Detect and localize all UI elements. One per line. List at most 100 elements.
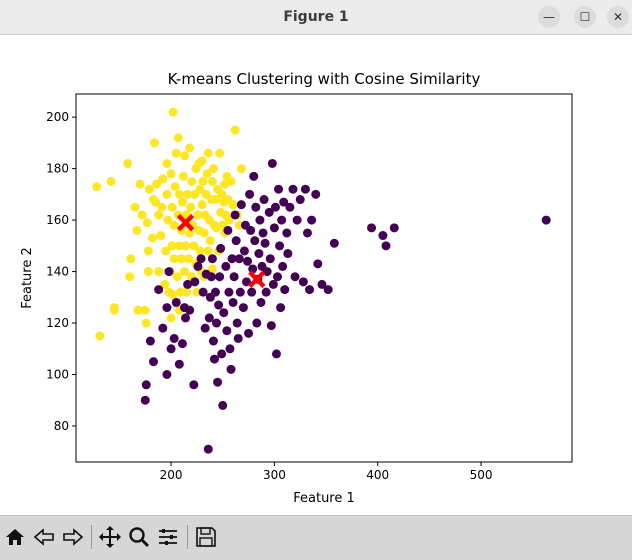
forward-icon[interactable]: [60, 523, 86, 551]
cluster-0-point: [323, 285, 333, 295]
cluster-1-point: [177, 197, 187, 207]
home-icon[interactable]: [2, 523, 28, 551]
cluster-1-point: [203, 148, 213, 158]
cluster-1-point: [174, 241, 184, 251]
cluster-0-point: [204, 313, 214, 323]
cluster-1-point: [192, 287, 202, 297]
cluster-1-point: [143, 267, 153, 277]
scatter-points: [92, 107, 551, 454]
cluster-0-point: [248, 264, 258, 274]
window-title: Figure 1: [283, 9, 349, 25]
cluster-1-point: [230, 125, 240, 135]
cluster-0-point: [381, 241, 391, 251]
y-tick-label: 180: [46, 162, 69, 176]
configure-subplots-icon[interactable]: [155, 523, 181, 551]
cluster-0-point: [283, 249, 293, 259]
cluster-0-point: [185, 305, 195, 315]
cluster-0-point: [181, 313, 191, 323]
cluster-1-point: [160, 279, 170, 289]
cluster-1-point: [133, 305, 143, 315]
cluster-0-point: [162, 370, 172, 380]
cluster-0-point: [231, 236, 241, 246]
cluster-0-point: [260, 238, 270, 248]
centroid-markers: [176, 213, 266, 288]
cluster-0-point: [276, 303, 286, 313]
cluster-1-point: [195, 184, 205, 194]
cluster-0-point: [145, 336, 155, 346]
centroid-marker: [248, 270, 266, 288]
cluster-0-point: [264, 207, 274, 217]
y-tick-label: 140: [46, 265, 69, 279]
cluster-0-point: [265, 254, 275, 264]
cluster-0-point: [238, 303, 248, 313]
cluster-1-point: [193, 210, 203, 220]
pan-icon[interactable]: [97, 523, 123, 551]
cluster-1-point: [199, 228, 209, 238]
cluster-1-point: [185, 228, 195, 238]
cluster-1-point: [202, 169, 212, 179]
cluster-0-point: [214, 300, 224, 310]
minimize-icon[interactable]: —: [538, 6, 560, 28]
cluster-0-point: [311, 189, 321, 199]
cluster-1-point: [182, 287, 192, 297]
cluster-0-point: [149, 357, 158, 367]
cluster-1-point: [224, 215, 234, 225]
cluster-0-point: [541, 215, 551, 225]
cluster-1-point: [162, 189, 172, 199]
cluster-0-point: [275, 241, 285, 251]
cluster-1-point: [169, 254, 179, 264]
cluster-0-point: [269, 223, 279, 233]
cluster-1-point: [217, 189, 227, 199]
cluster-0-point: [242, 277, 251, 287]
cluster-1-point: [158, 174, 168, 184]
cluster-1-point: [176, 254, 186, 264]
cluster-1-point: [141, 318, 151, 328]
close-icon[interactable]: ✕: [607, 6, 629, 28]
toolbar-separator: [91, 525, 92, 549]
y-tick-label: 100: [46, 368, 69, 382]
cluster-0-point: [317, 279, 327, 289]
cluster-1-point: [228, 200, 238, 210]
cluster-1-point: [180, 151, 189, 161]
cluster-1-point: [187, 176, 197, 186]
cluster-1-point: [144, 184, 154, 194]
cluster-0-point: [278, 261, 288, 271]
x-tick-label: 200: [160, 468, 183, 482]
cluster-0-point: [193, 261, 203, 271]
scatter-chart: K-means Clustering with Cosine Similarit…: [20, 70, 573, 506]
maximize-icon[interactable]: ☐: [574, 6, 596, 28]
cluster-1-point: [170, 182, 180, 192]
cluster-0-point: [209, 354, 219, 364]
cluster-0-point: [258, 228, 268, 238]
cluster-1-point: [109, 305, 119, 315]
cluster-0-point: [219, 308, 229, 318]
cluster-0-point: [256, 297, 266, 307]
cluster-1-point: [234, 220, 244, 230]
cluster-0-point: [221, 261, 231, 271]
save-icon[interactable]: [193, 523, 219, 551]
cluster-0-point: [285, 202, 295, 212]
zoom-icon[interactable]: [126, 523, 152, 551]
cluster-1-point: [178, 171, 188, 181]
centroid-marker: [176, 213, 195, 232]
cluster-0-point: [267, 158, 277, 168]
cluster-0-point: [198, 287, 208, 297]
cluster-0-point: [169, 333, 179, 343]
y-tick-label: 120: [46, 316, 69, 330]
window-titlebar: Figure 1 — ☐ ✕: [0, 0, 632, 35]
cluster-0-point: [247, 287, 257, 297]
cluster-1-point: [161, 246, 171, 256]
cluster-1-point: [162, 158, 172, 168]
cluster-0-point: [274, 184, 284, 194]
cluster-0-point: [171, 297, 181, 307]
cluster-1-point: [157, 202, 167, 212]
cluster-0-point: [261, 287, 271, 297]
cluster-1-point: [186, 202, 196, 212]
cluster-0-point: [174, 359, 184, 369]
cluster-0-point: [295, 195, 305, 205]
back-icon[interactable]: [31, 523, 57, 551]
cluster-1-point: [92, 182, 102, 192]
cluster-1-point: [171, 148, 181, 158]
cluster-1-point: [167, 202, 177, 212]
cluster-0-point: [378, 231, 388, 241]
